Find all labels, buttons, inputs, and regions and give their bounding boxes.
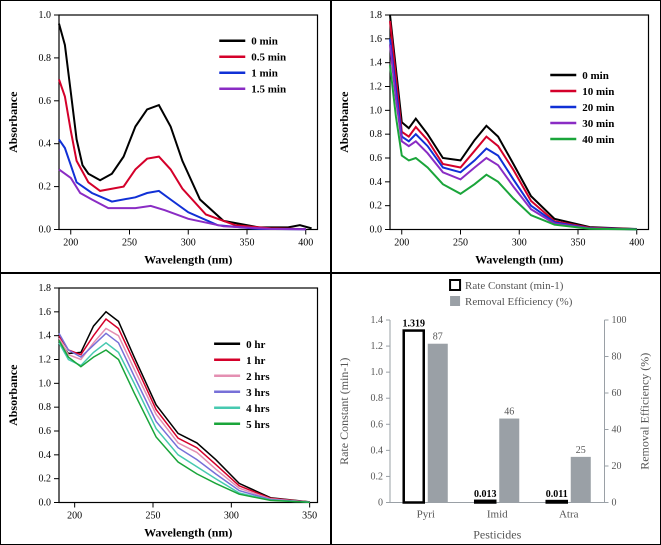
svg-text:0.8: 0.8 xyxy=(39,53,52,64)
svg-text:1.0: 1.0 xyxy=(370,367,383,378)
panel-tr: 200 250 300 350 400 0.0 0.2 0.4 0.6 0.8 1.0 1.2 1.4 1… xyxy=(331,0,661,273)
svg-text:400: 400 xyxy=(298,238,313,249)
svg-text:2 hrs: 2 hrs xyxy=(246,370,270,382)
svg-text:4 hrs: 4 hrs xyxy=(246,402,270,414)
svg-text:0.8: 0.8 xyxy=(370,393,383,404)
svg-text:Pesticides: Pesticides xyxy=(473,527,521,541)
svg-text:Absorbance: Absorbance xyxy=(6,363,20,425)
svg-text:0.8: 0.8 xyxy=(39,402,52,413)
svg-text:1.4: 1.4 xyxy=(370,315,383,326)
svg-text:87: 87 xyxy=(432,331,442,342)
svg-text:1.4: 1.4 xyxy=(39,330,52,341)
svg-text:1.6: 1.6 xyxy=(369,34,382,45)
svg-text:Rate Constant (min-1): Rate Constant (min-1) xyxy=(337,357,351,464)
svg-text:0.2: 0.2 xyxy=(39,182,52,193)
svg-text:Wavelength (nm): Wavelength (nm) xyxy=(144,525,232,539)
svg-text:1.5 min: 1.5 min xyxy=(251,84,286,96)
svg-text:0.6: 0.6 xyxy=(369,153,382,164)
svg-text:300: 300 xyxy=(224,510,239,521)
svg-text:0 min: 0 min xyxy=(251,36,278,48)
svg-text:200: 200 xyxy=(394,238,409,249)
svg-text:350: 350 xyxy=(240,238,255,249)
svg-text:40 min: 40 min xyxy=(582,134,614,146)
svg-text:0.0: 0.0 xyxy=(369,225,382,236)
svg-text:40: 40 xyxy=(611,424,621,435)
svg-text:0.0: 0.0 xyxy=(39,497,52,508)
svg-text:1.2: 1.2 xyxy=(370,341,383,352)
svg-text:1 hr: 1 hr xyxy=(246,354,265,366)
svg-text:0.2: 0.2 xyxy=(369,201,382,212)
svg-text:Removal Efficiency (%): Removal Efficiency (%) xyxy=(637,352,651,469)
svg-text:1.0: 1.0 xyxy=(39,10,52,21)
svg-text:60: 60 xyxy=(611,388,621,399)
svg-text:Atra: Atra xyxy=(558,508,578,520)
svg-text:0.4: 0.4 xyxy=(39,449,52,460)
svg-text:10 min: 10 min xyxy=(582,86,614,98)
panel-br: 0 0.2 0.4 0.6 0.8 1.0 1.2 1.4 0 20 40 60 80 100 1.319 8… xyxy=(331,273,661,545)
svg-text:25: 25 xyxy=(575,444,585,455)
svg-text:1.0: 1.0 xyxy=(39,378,52,389)
svg-text:0.0: 0.0 xyxy=(39,225,52,236)
svg-text:400: 400 xyxy=(629,238,644,249)
svg-text:Imid: Imid xyxy=(486,508,507,520)
svg-text:0.5 min: 0.5 min xyxy=(251,52,286,64)
svg-text:0.013: 0.013 xyxy=(473,488,496,499)
svg-text:0: 0 xyxy=(611,497,616,508)
svg-text:5 hrs: 5 hrs xyxy=(246,418,270,430)
svg-text:1.0: 1.0 xyxy=(369,105,382,116)
svg-text:200: 200 xyxy=(63,238,78,249)
svg-text:1.6: 1.6 xyxy=(39,306,52,317)
svg-text:1 min: 1 min xyxy=(251,68,278,80)
svg-text:1.2: 1.2 xyxy=(369,82,382,93)
svg-text:Pyri: Pyri xyxy=(416,508,434,520)
svg-text:200: 200 xyxy=(67,510,82,521)
svg-text:250: 250 xyxy=(146,510,161,521)
svg-text:Wavelength (nm): Wavelength (nm) xyxy=(475,253,563,267)
svg-text:0.4: 0.4 xyxy=(369,177,382,188)
svg-text:0.6: 0.6 xyxy=(39,96,52,107)
svg-text:0.011: 0.011 xyxy=(545,489,567,500)
svg-text:250: 250 xyxy=(453,238,468,249)
svg-text:Rate Constant (min-1): Rate Constant (min-1) xyxy=(465,280,564,292)
svg-text:350: 350 xyxy=(570,238,585,249)
svg-text:46: 46 xyxy=(504,406,514,417)
svg-text:0.4: 0.4 xyxy=(370,445,383,456)
svg-text:250: 250 xyxy=(122,238,137,249)
svg-text:20 min: 20 min xyxy=(582,102,614,114)
svg-text:1.4: 1.4 xyxy=(369,58,382,69)
svg-text:0: 0 xyxy=(378,497,383,508)
svg-text:0.4: 0.4 xyxy=(39,139,52,150)
svg-text:100: 100 xyxy=(611,315,626,326)
svg-text:0.2: 0.2 xyxy=(39,473,52,484)
svg-text:0 hr: 0 hr xyxy=(246,338,265,350)
svg-text:3 hrs: 3 hrs xyxy=(246,386,270,398)
svg-text:1.8: 1.8 xyxy=(369,10,382,21)
svg-text:300: 300 xyxy=(511,238,526,249)
svg-text:300: 300 xyxy=(181,238,196,249)
panel-bl: 200 250 300 350 0.0 0.2 0.4 0.6 0.8 1.0 1.2 1.4 1.6 1… xyxy=(0,273,331,545)
svg-text:350: 350 xyxy=(302,510,317,521)
svg-text:0 min: 0 min xyxy=(582,70,609,82)
svg-text:Wavelength (nm): Wavelength (nm) xyxy=(144,253,232,267)
svg-text:Absorbance: Absorbance xyxy=(6,91,20,153)
svg-text:80: 80 xyxy=(611,351,621,362)
svg-text:30 min: 30 min xyxy=(582,118,614,130)
svg-text:0.6: 0.6 xyxy=(39,426,52,437)
svg-text:1.8: 1.8 xyxy=(39,283,52,294)
svg-text:1.2: 1.2 xyxy=(39,354,52,365)
panels-grid: 2002503003504000.00.20.40.60.81.0Wavelen… xyxy=(0,0,661,545)
svg-text:20: 20 xyxy=(611,461,621,472)
svg-text:0.6: 0.6 xyxy=(370,419,383,430)
panel-tl: 200 250 300 350 400 0.0 0.2 0.4 0.6 0.8 1.0 Wavelen… xyxy=(0,0,331,273)
svg-text:1.319: 1.319 xyxy=(402,318,425,329)
svg-text:Absorbance: Absorbance xyxy=(337,91,351,153)
svg-text:0.2: 0.2 xyxy=(370,471,383,482)
svg-text:Removal Efficiency (%): Removal Efficiency (%) xyxy=(465,296,573,308)
svg-text:0.8: 0.8 xyxy=(369,129,382,140)
